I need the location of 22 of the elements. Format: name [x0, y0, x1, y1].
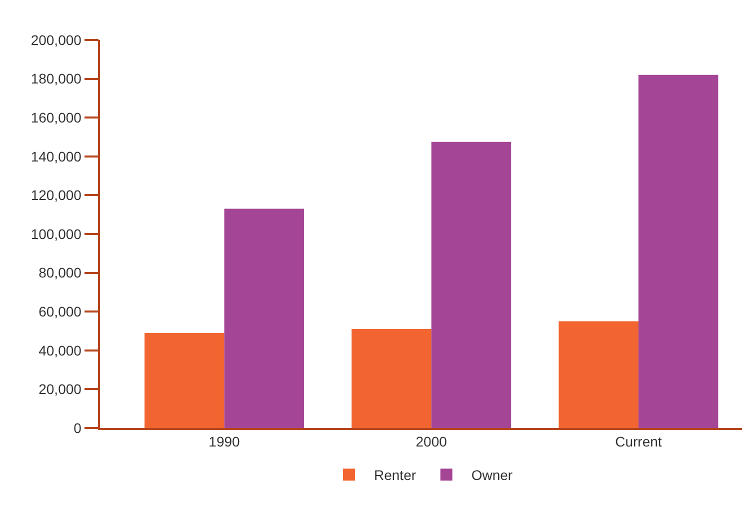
y-tick-label: 140,000 — [30, 148, 82, 164]
legend-label: Owner — [471, 467, 513, 484]
y-tick-label: 0 — [74, 420, 82, 436]
y-tick-label: 80,000 — [38, 264, 82, 281]
y-tick-label: 100,000 — [30, 226, 82, 242]
y-tick-label: 120,000 — [30, 187, 82, 204]
bar — [352, 329, 432, 428]
y-tick-label: 40,000 — [38, 342, 82, 358]
y-tick-label: 60,000 — [38, 304, 82, 320]
y-tick-label: 160,000 — [30, 110, 82, 126]
bar — [224, 208, 304, 428]
legend-label: Renter — [374, 467, 416, 484]
y-tick-label: 200,000 — [30, 32, 82, 48]
bar — [431, 142, 512, 428]
y-tick-label: 20,000 — [38, 381, 82, 398]
x-tick-label: 1990 — [208, 434, 240, 450]
x-tick-label: 2000 — [416, 434, 448, 450]
x-tick-label: Current — [615, 434, 662, 450]
y-tick-label: 180,000 — [30, 70, 82, 87]
bar — [558, 321, 638, 428]
bar — [144, 332, 224, 428]
bar — [638, 74, 718, 428]
